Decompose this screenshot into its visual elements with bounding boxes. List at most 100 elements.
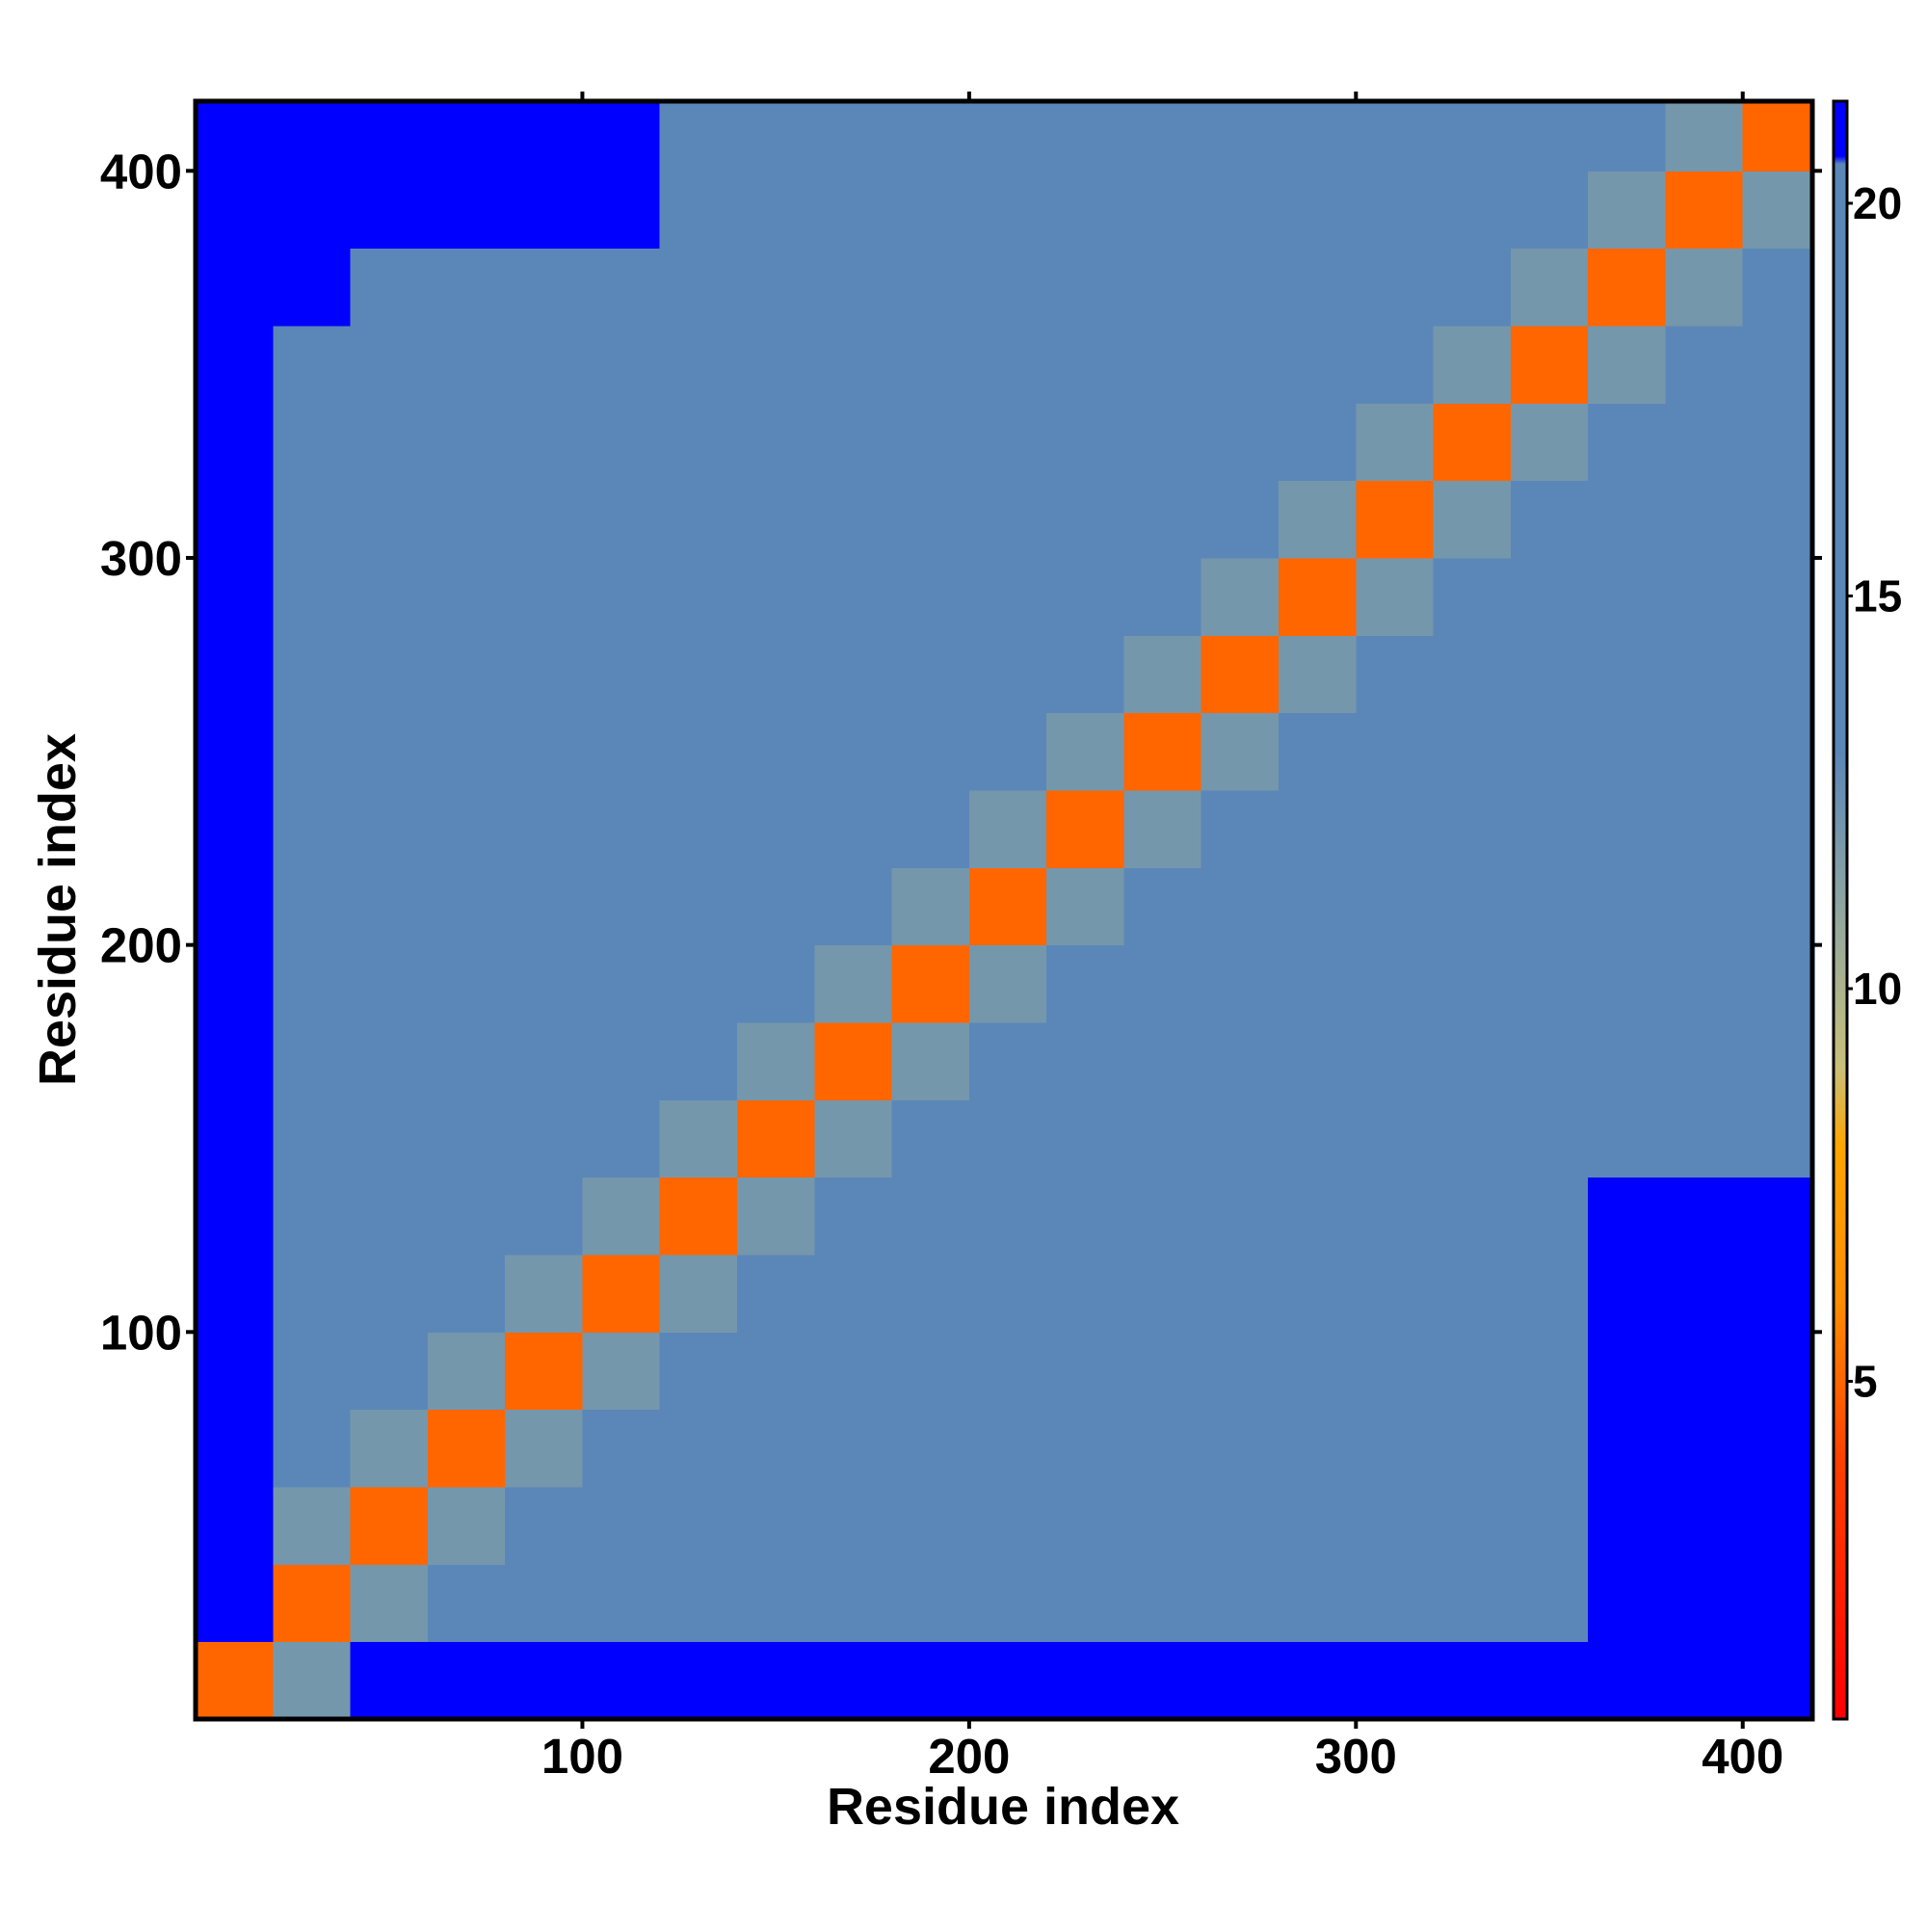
heatmap-cell [1356, 171, 1435, 250]
heatmap-cell [1123, 1641, 1202, 1720]
heatmap-cell [1356, 1099, 1435, 1178]
heatmap-cell [505, 1332, 583, 1411]
heatmap-cell [1279, 1021, 1357, 1100]
heatmap-cell [814, 480, 893, 559]
heatmap-cell [1356, 1021, 1435, 1100]
heatmap-cell [196, 712, 274, 791]
heatmap-cell [1665, 1564, 1744, 1643]
heatmap-cell [1356, 480, 1435, 559]
heatmap-cell [582, 248, 661, 327]
heatmap-cell [1588, 1332, 1666, 1411]
heatmap-cell [737, 1564, 815, 1643]
heatmap-cell [273, 635, 352, 714]
heatmap-cell [1123, 325, 1202, 404]
heatmap-cell [1510, 944, 1589, 1023]
heatmap-cell [1123, 403, 1202, 482]
heatmap-cell [1279, 1177, 1357, 1256]
heatmap-cell [350, 480, 429, 559]
heatmap-cell [1279, 171, 1357, 250]
heatmap-cell [427, 1177, 506, 1256]
heatmap-cell [505, 944, 583, 1023]
heatmap-cell [1665, 1486, 1744, 1565]
heatmap-cell [968, 1099, 1047, 1178]
heatmap-cell [505, 712, 583, 791]
heatmap-cell [1046, 944, 1124, 1023]
heatmap-cell [196, 248, 274, 327]
heatmap-cell [505, 635, 583, 714]
heatmap-cell [1588, 1254, 1666, 1333]
heatmap-cell [1201, 1254, 1280, 1333]
heatmap-cell [1356, 403, 1435, 482]
heatmap-cell [582, 1409, 661, 1488]
heatmap-cell [1123, 1486, 1202, 1565]
heatmap-cell [1201, 325, 1280, 404]
heatmap-cell [427, 1099, 506, 1178]
heatmap-cell [814, 101, 893, 172]
heatmap-cell [427, 1332, 506, 1411]
heatmap-cell [659, 1409, 738, 1488]
y-tick-label: 200 [100, 918, 182, 973]
heatmap-cell [350, 1641, 429, 1720]
heatmap-cell [814, 1409, 893, 1488]
heatmap-cell [1433, 1021, 1512, 1100]
heatmap-cell [1433, 1332, 1512, 1411]
heatmap-cell [1742, 1177, 1813, 1256]
heatmap-cell [737, 1486, 815, 1565]
heatmap-cell [968, 1332, 1047, 1411]
heatmap-cell [196, 101, 274, 172]
heatmap-cell [968, 1641, 1047, 1720]
heatmap-cell [196, 1177, 274, 1256]
heatmap-cell [1742, 789, 1813, 868]
heatmap-cell [273, 557, 352, 636]
heatmap-cell [427, 1254, 506, 1333]
heatmap-cell [1356, 101, 1435, 172]
heatmap-cell [1742, 248, 1813, 327]
heatmap-cell [659, 403, 738, 482]
heatmap-cell [1356, 325, 1435, 404]
heatmap-cell [427, 1021, 506, 1100]
heatmap-cell [1123, 1177, 1202, 1256]
heatmap-cell [1742, 480, 1813, 559]
heatmap-cell [1123, 101, 1202, 172]
heatmap-cell [350, 1021, 429, 1100]
heatmap-cell [1279, 1641, 1357, 1720]
heatmap-cell [968, 1409, 1047, 1488]
heatmap-cell [505, 867, 583, 946]
heatmap-cell [968, 101, 1047, 172]
heatmap-cell [1588, 944, 1666, 1023]
heatmap-cell [814, 1254, 893, 1333]
heatmap-cell [427, 1564, 506, 1643]
heatmap-cell [1356, 248, 1435, 327]
heatmap-cell [273, 1641, 352, 1720]
heatmap-cell [968, 325, 1047, 404]
heatmap-cell [505, 1641, 583, 1720]
heatmap-cell [891, 1177, 970, 1256]
heatmap-cell [1123, 1332, 1202, 1411]
heatmap-cell [891, 403, 970, 482]
heatmap-cell [1201, 171, 1280, 250]
heatmap-cell [273, 1486, 352, 1565]
heatmap-cell [968, 1021, 1047, 1100]
heatmap-cell [1356, 944, 1435, 1023]
heatmap-cell [1742, 1332, 1813, 1411]
heatmap-cell [1742, 171, 1813, 250]
heatmap-cell [1356, 712, 1435, 791]
heatmap-cell [350, 1099, 429, 1178]
heatmap-cell [814, 1486, 893, 1565]
heatmap-cell [1510, 1409, 1589, 1488]
heatmap-cell [1123, 944, 1202, 1023]
heatmap-cell [1588, 171, 1666, 250]
heatmap-cell [427, 171, 506, 250]
heatmap-cell [1201, 101, 1280, 172]
heatmap-cell [891, 635, 970, 714]
heatmap-cell [1046, 1409, 1124, 1488]
heatmap-cell [1201, 480, 1280, 559]
heatmap-cell [737, 1332, 815, 1411]
heatmap-cell [737, 1254, 815, 1333]
heatmap-cell [814, 1332, 893, 1411]
heatmap-cell [273, 248, 352, 327]
heatmap-cell [659, 712, 738, 791]
heatmap-cell [350, 403, 429, 482]
heatmap-cell [891, 867, 970, 946]
